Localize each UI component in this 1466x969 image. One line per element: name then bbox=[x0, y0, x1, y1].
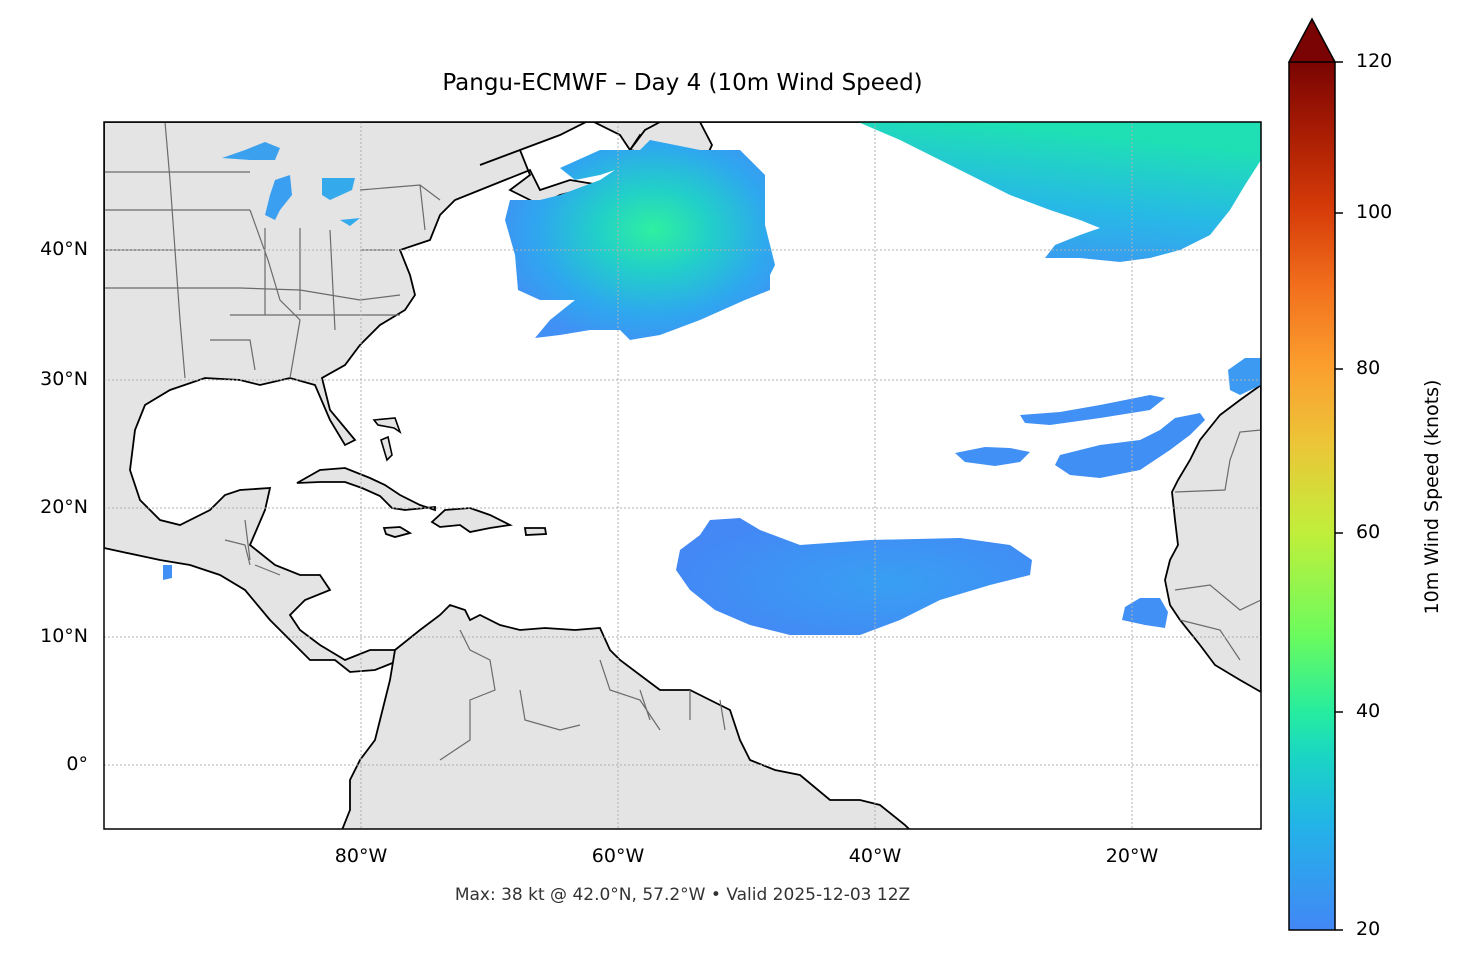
wind-field bbox=[163, 122, 1261, 635]
land-jamaica bbox=[382, 526, 413, 538]
y-tick-20n: 20°N bbox=[40, 496, 88, 518]
x-tick-20w: 20°W bbox=[1105, 845, 1159, 867]
land-africa bbox=[1164, 383, 1261, 694]
x-tick-80w: 80°W bbox=[334, 845, 388, 867]
wind-patch-canary-lower bbox=[1055, 413, 1205, 478]
chart-title: Pangu-ECMWF – Day 4 (10m Wind Speed) bbox=[442, 70, 923, 96]
y-tick-40n: 40°N bbox=[40, 238, 88, 260]
colorbar-tick-100: 100 bbox=[1356, 201, 1393, 223]
colorbar-tick-60: 60 bbox=[1356, 521, 1381, 543]
admin-borders bbox=[104, 122, 1261, 761]
colorbar-tick-20: 20 bbox=[1356, 918, 1381, 940]
wind-patch-great-lakes-huron bbox=[322, 178, 360, 226]
colorbar-tick-120: 120 bbox=[1356, 50, 1393, 72]
y-tick-10n: 10°N bbox=[40, 625, 88, 647]
colorbar-extend-arrow bbox=[1287, 17, 1337, 63]
y-tick-30n: 30°N bbox=[40, 368, 88, 390]
wind-patch-great-lakes-superior bbox=[222, 142, 280, 160]
y-tick-0: 0° bbox=[66, 753, 88, 775]
wind-patch-morocco bbox=[1228, 358, 1261, 395]
land-south-america bbox=[341, 603, 911, 829]
colorbar-label: 10m Wind Speed (knots) bbox=[1421, 379, 1443, 615]
x-tick-60w: 60°W bbox=[591, 845, 645, 867]
wind-patch-great-lakes-michigan bbox=[265, 175, 292, 220]
wind-patch-canary-upper bbox=[1020, 395, 1165, 425]
land-cuba bbox=[296, 467, 436, 512]
land-bahamas bbox=[372, 417, 402, 462]
land-puerto-rico bbox=[523, 527, 548, 536]
colorbar-tick-80: 80 bbox=[1356, 357, 1381, 379]
footer-max-valid: Max: 38 kt @ 42.0°N, 57.2°W • Valid 2025… bbox=[454, 885, 911, 905]
wind-patch-tehuantepec bbox=[163, 565, 172, 580]
wind-patch-nw-atlantic-storm bbox=[505, 140, 775, 340]
colorbar bbox=[1287, 17, 1343, 931]
colorbar-tick-40: 40 bbox=[1356, 700, 1381, 722]
x-tick-40w: 40°W bbox=[848, 845, 902, 867]
land-north-america bbox=[104, 122, 1000, 673]
wind-patch-small-canary bbox=[955, 447, 1030, 466]
wind-patch-tropical bbox=[676, 518, 1032, 635]
map-frame bbox=[103, 121, 1262, 830]
wind-patch-cape-verde bbox=[1122, 598, 1168, 628]
wind-patch-ne-atlantic-band bbox=[858, 122, 1261, 262]
land-hispaniola bbox=[430, 507, 513, 533]
gridlines bbox=[104, 122, 1261, 829]
